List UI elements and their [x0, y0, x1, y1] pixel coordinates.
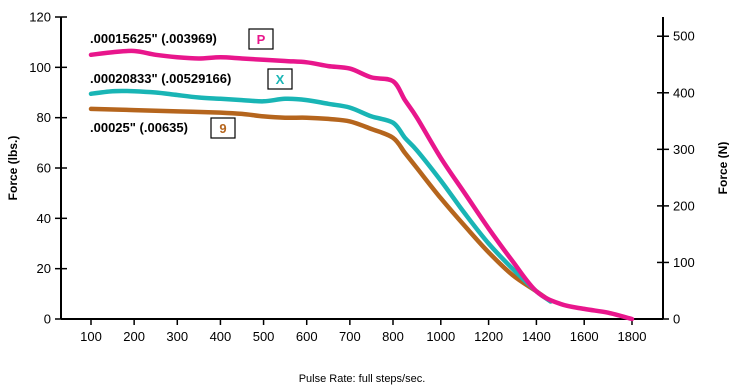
series-label-3: .00025" (.00635): [90, 120, 188, 135]
y-tick-label-left: 60: [37, 161, 51, 176]
x-tick-label: 500: [253, 329, 275, 344]
x-tick-label: 1600: [570, 329, 599, 344]
x-tick-label: 400: [210, 329, 232, 344]
axes: [60, 17, 664, 320]
series-label-2: .00020833" (.00529166): [90, 71, 231, 86]
series-annotations: .00015625" (.003969) P .00020833" (.005291…: [90, 28, 293, 139]
x-tick-label: 1800: [618, 329, 647, 344]
y-tick-label-right: 200: [673, 198, 695, 213]
series-code-box-1: [248, 28, 274, 50]
x-tick-label: 300: [166, 329, 188, 344]
series-code-1: P: [257, 32, 266, 47]
x-axis-title: Pulse Rate: full steps/sec.: [299, 373, 426, 385]
series-line-2: [88, 88, 553, 304]
y-tick-label-left: 120: [29, 10, 51, 25]
x-tick-label: 1400: [522, 329, 551, 344]
series-line-1: [88, 48, 635, 322]
y-axis-right-title: Force (N): [716, 142, 729, 195]
series-code-3: 9: [219, 121, 226, 136]
y-tick-label-right: 0: [673, 312, 680, 327]
series-code-box-3: [210, 117, 236, 139]
y-tick-label-right: 400: [673, 85, 695, 100]
y-tick-label-left: 0: [44, 312, 51, 327]
x-tick-label: 100: [80, 329, 102, 344]
y-tick-label-right: 500: [673, 29, 695, 44]
y-tick-label-left: 80: [37, 110, 51, 125]
x-tick-label: 200: [123, 329, 145, 344]
y-axis-left-title: Force (lbs.): [6, 136, 20, 201]
x-tick-label: 800: [382, 329, 404, 344]
y-tick-label-left: 100: [29, 60, 51, 75]
x-tick-label: 600: [296, 329, 318, 344]
x-tick-label: 1200: [474, 329, 503, 344]
series-line-3: [88, 106, 553, 304]
ticks: 100 200 300 400 500 600 700 800 1000 1200 1400 1600…: [29, 10, 694, 345]
series-label-1: .00015625" (.003969): [90, 31, 217, 46]
y-tick-label-right: 300: [673, 142, 695, 157]
series-code-box-2: [267, 68, 293, 90]
y-tick-label-right: 100: [673, 255, 695, 270]
y-tick-label-left: 40: [37, 211, 51, 226]
y-tick-label-left: 20: [37, 261, 51, 276]
series-lines: [88, 48, 635, 322]
x-tick-label: 700: [339, 329, 361, 344]
series-code-2: X: [276, 72, 285, 87]
x-tick-label: 1000: [426, 329, 455, 344]
